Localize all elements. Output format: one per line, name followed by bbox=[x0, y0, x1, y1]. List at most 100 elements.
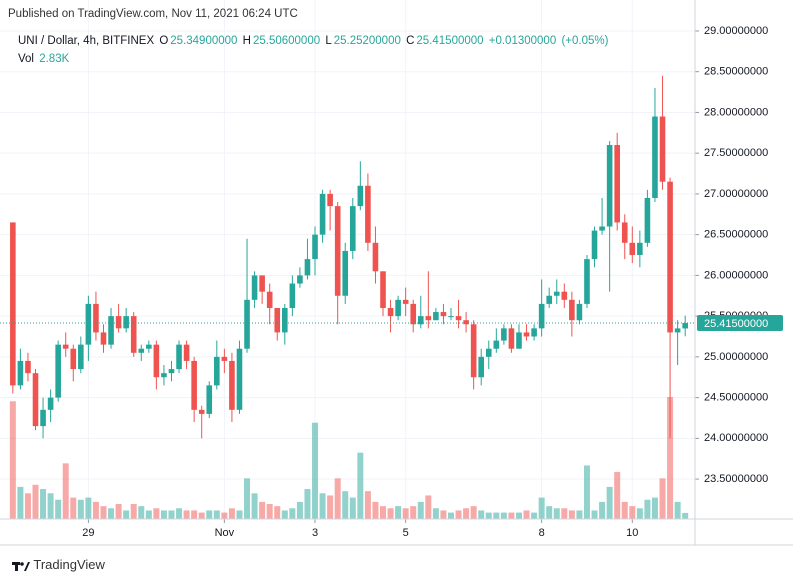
volume-bar bbox=[682, 512, 689, 519]
volume-bar bbox=[667, 397, 674, 519]
candle-body bbox=[576, 303, 583, 321]
volume-bar bbox=[168, 510, 175, 519]
candle-body bbox=[289, 283, 296, 308]
volume-bar bbox=[236, 510, 243, 519]
volume-bar bbox=[259, 501, 266, 519]
volume-bar bbox=[357, 452, 364, 519]
candle-body bbox=[244, 299, 250, 349]
ohlc-key: L bbox=[325, 35, 332, 47]
candle-body bbox=[266, 291, 273, 308]
candle-body bbox=[523, 332, 530, 337]
y-tick-label: 27.00000000 bbox=[704, 188, 768, 200]
candle-body bbox=[629, 242, 636, 256]
candle-body bbox=[599, 226, 605, 231]
candle-body bbox=[448, 316, 454, 318]
candle-body bbox=[153, 344, 160, 378]
y-tick-label: 24.00000000 bbox=[704, 432, 768, 444]
candle-body bbox=[516, 332, 522, 349]
candle-body bbox=[538, 303, 545, 329]
candle-body bbox=[17, 360, 24, 386]
ohlc-value: 25.34900000 bbox=[170, 35, 238, 47]
candle-body bbox=[93, 303, 99, 333]
volume-bar bbox=[349, 497, 356, 519]
candle-body bbox=[659, 116, 666, 182]
volume-bar bbox=[636, 508, 643, 519]
candle-body bbox=[440, 312, 447, 317]
volume-bar bbox=[470, 506, 477, 519]
candles bbox=[10, 75, 688, 439]
volume-bar bbox=[485, 512, 492, 519]
volume-bar bbox=[523, 510, 530, 519]
volume-bar bbox=[296, 501, 303, 519]
volume-bar bbox=[576, 510, 583, 519]
volume-bar bbox=[455, 510, 462, 519]
candle-body bbox=[485, 348, 492, 357]
ohlc-value: 25.50600000 bbox=[252, 35, 321, 47]
candle-body bbox=[319, 193, 326, 235]
volume-bar bbox=[644, 499, 651, 519]
candle-body bbox=[138, 348, 145, 353]
candle-body bbox=[569, 299, 575, 321]
candle-body bbox=[433, 312, 439, 321]
volume-bar bbox=[77, 499, 84, 519]
volume-bar bbox=[312, 422, 319, 519]
symbol: UNI / Dollar, 4h, BITFINEX bbox=[18, 35, 155, 47]
x-tick-label: 29 bbox=[82, 527, 94, 539]
candle-body bbox=[357, 185, 364, 207]
candle-body bbox=[10, 222, 16, 386]
candle-body bbox=[342, 250, 349, 296]
candle-body bbox=[380, 271, 386, 308]
candle-body bbox=[349, 206, 356, 251]
volume-bar bbox=[546, 506, 553, 519]
volume-bar bbox=[568, 510, 575, 519]
volume-bar bbox=[621, 501, 628, 519]
volume-bar bbox=[440, 510, 447, 519]
volume-bar bbox=[62, 463, 69, 519]
brand: TradingView bbox=[12, 557, 107, 572]
candle-body bbox=[674, 328, 681, 333]
volume-bar bbox=[561, 508, 568, 519]
change-percent: (+0.05%) bbox=[561, 35, 609, 47]
volume-bar bbox=[515, 512, 522, 519]
volume-bar bbox=[651, 497, 658, 519]
volume-value: 2.83K bbox=[39, 53, 70, 65]
candle-body bbox=[304, 259, 311, 276]
candle-body bbox=[70, 348, 77, 370]
candle-body bbox=[478, 356, 485, 378]
candle-body bbox=[387, 307, 394, 317]
candle-body bbox=[312, 234, 318, 260]
candle-body bbox=[395, 299, 401, 317]
volume-bar bbox=[364, 491, 371, 519]
candle-body bbox=[85, 303, 92, 345]
volume-bar bbox=[410, 506, 417, 519]
last-price-box bbox=[697, 315, 783, 332]
volume-bar bbox=[500, 512, 507, 519]
volume-bar bbox=[478, 510, 485, 519]
candle-body bbox=[47, 397, 54, 410]
volume-bar bbox=[9, 401, 16, 519]
last-price-label: 25.41500000 bbox=[704, 318, 768, 330]
candle-body bbox=[198, 409, 205, 414]
candle-body bbox=[501, 328, 507, 341]
candle-body bbox=[606, 145, 613, 227]
published-note: Published on TradingView.com, Nov 11, 20… bbox=[8, 8, 298, 20]
volume-bar bbox=[591, 510, 598, 519]
volume-bar bbox=[108, 508, 115, 519]
volume-bar bbox=[115, 504, 122, 519]
y-tick-label: 28.00000000 bbox=[704, 106, 768, 118]
candle-body bbox=[508, 328, 515, 349]
candle-body bbox=[214, 356, 220, 386]
volume-bar bbox=[213, 510, 220, 519]
volume-bar bbox=[153, 508, 160, 519]
volume-bar bbox=[583, 465, 590, 519]
change: +0.01300000 bbox=[488, 35, 557, 47]
volume-bar bbox=[319, 493, 326, 519]
volume-bar bbox=[198, 512, 205, 519]
candle-body bbox=[229, 360, 235, 410]
ohlc-value: 25.25200000 bbox=[333, 35, 401, 47]
candle-body bbox=[614, 145, 620, 223]
candle-body bbox=[191, 360, 197, 410]
candle-body bbox=[62, 344, 69, 349]
candle-body bbox=[297, 275, 303, 284]
